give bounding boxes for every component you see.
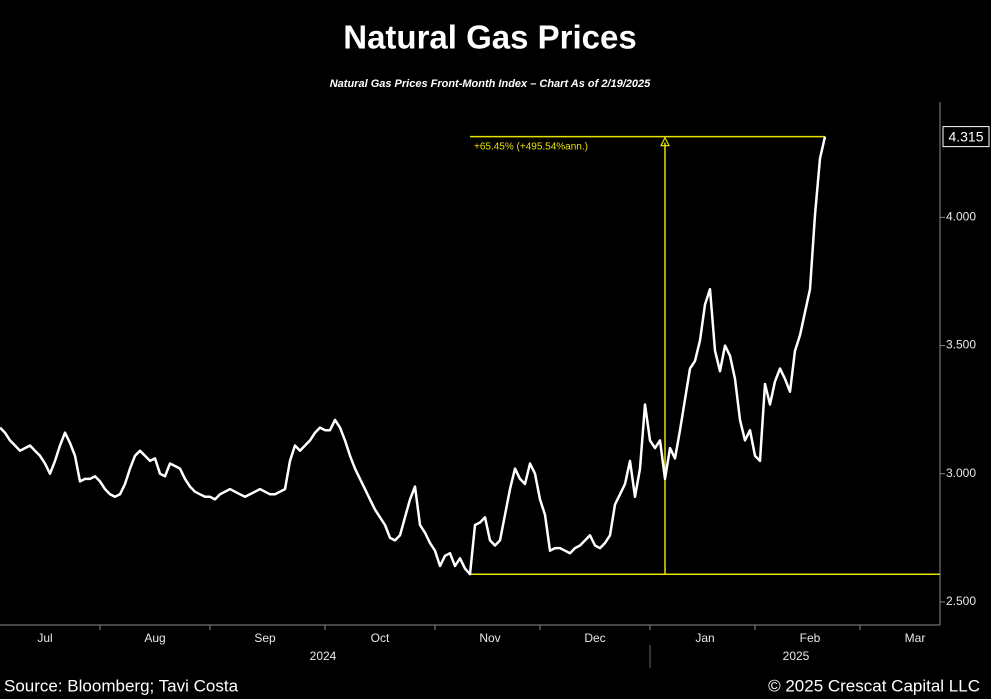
y-tick-label: 2.500 <box>946 594 976 608</box>
last-value-box <box>942 126 990 148</box>
x-tick-label: Dec <box>584 631 605 645</box>
chart-title: Natural Gas Prices <box>343 19 637 56</box>
x-tick-label: Nov <box>479 631 500 645</box>
copyright: © 2025 Crescat Capital LLC <box>768 676 980 695</box>
x-tick-label: Sep <box>254 631 276 645</box>
year-label: 2025 <box>783 649 810 663</box>
y-tick-label: 4.000 <box>946 210 976 224</box>
x-tick-label: Jan <box>695 631 714 645</box>
y-tick-label: 3.000 <box>946 466 976 480</box>
x-tick-label: Aug <box>144 631 165 645</box>
annotation-arrow <box>660 136 670 147</box>
line <box>0 136 827 576</box>
chart-subtitle: Natural Gas Prices Front-Month Index – C… <box>330 78 651 90</box>
y-tick-label: 3.500 <box>946 338 976 352</box>
x-tick-label: Mar <box>905 631 926 645</box>
year-label: 2024 <box>310 649 337 663</box>
x-tick-label: Jul <box>37 631 52 645</box>
source: Source: Bloomberg; Tavi Costa <box>4 676 239 695</box>
annotation-label: +65.45% (+495.54%ann.) <box>474 141 588 152</box>
x-tick-label: Feb <box>800 631 821 645</box>
x-tick-label: Oct <box>371 631 390 645</box>
last-value-label: 4.315 <box>948 128 983 144</box>
